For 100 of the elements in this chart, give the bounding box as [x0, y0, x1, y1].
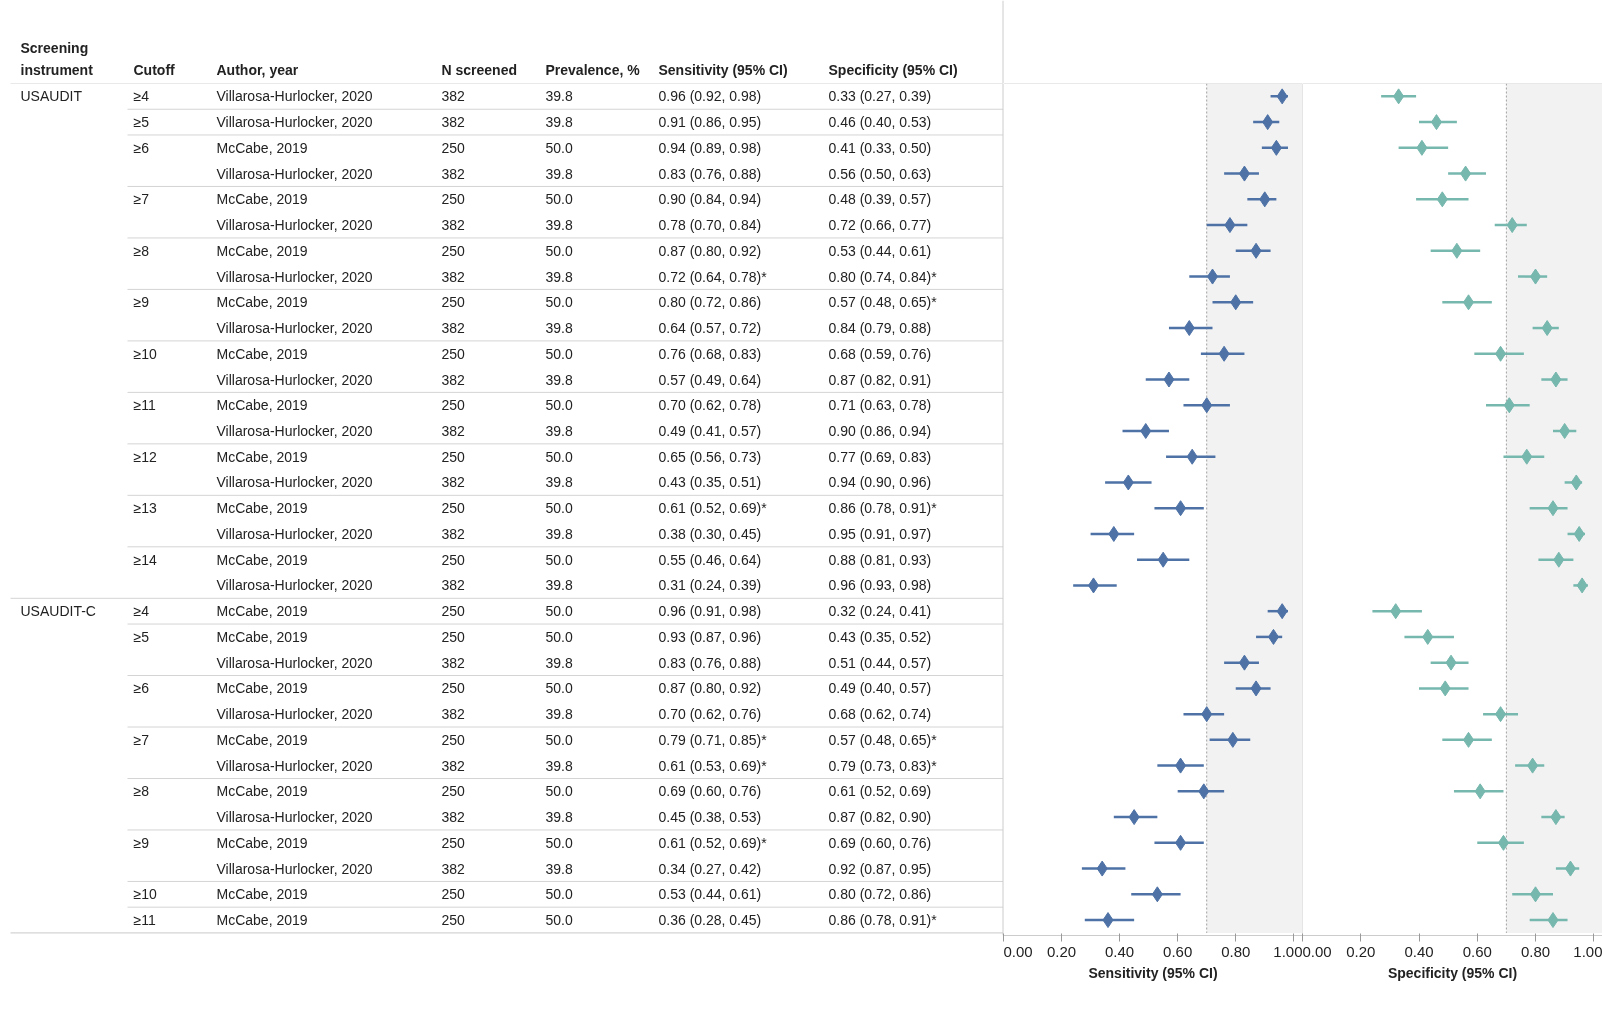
data-label: 0.36 (0.28, 0.45) — [658, 912, 762, 929]
text: McCabe, 2019 — [216, 448, 308, 465]
text: 382 — [441, 371, 465, 388]
text: ≥5 — [133, 628, 149, 645]
x-tick-label: 0.60 — [1462, 942, 1492, 960]
data-label: 0.83 (0.76, 0.88) — [658, 654, 762, 671]
text: 39.8 — [545, 165, 573, 182]
text: 39.8 — [545, 474, 573, 491]
text: 382 — [441, 474, 465, 491]
text: 39.8 — [545, 525, 573, 542]
text: ≥4 — [133, 603, 149, 620]
data-label: 0.70 (0.62, 0.76) — [658, 706, 762, 723]
text: Villarosa-Hurlocker, 2020 — [216, 217, 373, 234]
text: Villarosa-Hurlocker, 2020 — [216, 165, 373, 182]
text: Villarosa-Hurlocker, 2020 — [216, 268, 373, 285]
text: 382 — [441, 114, 465, 131]
text: ≥8 — [133, 783, 149, 800]
text: 382 — [441, 320, 465, 337]
data-label: 0.49 (0.41, 0.57) — [658, 422, 762, 439]
x-tick-label: 0.80 — [1221, 942, 1251, 960]
data-label: 0.79 (0.71, 0.85)* — [658, 731, 768, 748]
text: 50.0 — [545, 294, 573, 311]
data-label: 0.88 (0.81, 0.93) — [828, 551, 932, 568]
text: USAUDIT — [20, 88, 82, 105]
x-tick-label: 0.20 — [1046, 942, 1077, 960]
x-tick-label: 0.00 — [1302, 942, 1332, 960]
text: 250 — [441, 628, 465, 645]
text: 39.8 — [545, 268, 573, 285]
text: McCabe, 2019 — [216, 345, 308, 362]
data-label: 0.43 (0.35, 0.51) — [658, 474, 762, 491]
data-label: 0.80 (0.72, 0.86) — [658, 294, 762, 311]
text: McCabe, 2019 — [216, 680, 308, 697]
data-label: 0.61 (0.53, 0.69)* — [658, 757, 768, 774]
text: 50.0 — [545, 628, 573, 645]
text: Villarosa-Hurlocker, 2020 — [216, 809, 373, 826]
text: 39.8 — [545, 757, 573, 774]
data-label: 0.53 (0.44, 0.61) — [658, 886, 762, 903]
data-label: 0.90 (0.86, 0.94) — [828, 422, 932, 439]
text: McCabe, 2019 — [216, 242, 308, 259]
data-label: 0.72 (0.66, 0.77) — [828, 217, 932, 234]
x-tick-label: 0.80 — [1520, 942, 1551, 960]
data-label: 0.79 (0.73, 0.83)* — [828, 757, 938, 774]
text: McCabe, 2019 — [216, 834, 308, 851]
text: McCabe, 2019 — [216, 191, 308, 208]
data-label: 0.45 (0.38, 0.53) — [658, 809, 762, 826]
text: 250 — [441, 886, 465, 903]
text: 50.0 — [545, 551, 573, 568]
data-label: 0.51 (0.44, 0.57) — [828, 654, 932, 671]
data-label: 0.68 (0.62, 0.74) — [828, 706, 932, 723]
x-tick-label: 0.40 — [1404, 942, 1434, 960]
text: 39.8 — [545, 706, 573, 723]
text: 250 — [441, 242, 465, 259]
text: USAUDIT-C — [20, 603, 96, 620]
text: Villarosa-Hurlocker, 2020 — [216, 422, 373, 439]
text: 50.0 — [545, 139, 573, 156]
text: 50.0 — [545, 191, 573, 208]
data-label: 0.48 (0.39, 0.57) — [828, 191, 932, 208]
text: McCabe, 2019 — [216, 886, 308, 903]
x-tick-label: 0.60 — [1163, 942, 1193, 960]
text: 39.8 — [545, 577, 573, 594]
category-label: Cutoff — [133, 61, 176, 78]
text: 50.0 — [545, 242, 573, 259]
data-label: 0.96 (0.92, 0.98) — [658, 88, 762, 105]
text: Villarosa-Hurlocker, 2020 — [216, 474, 373, 491]
category-label: N screened — [441, 61, 517, 78]
text: 382 — [441, 525, 465, 542]
data-label: 0.69 (0.60, 0.76) — [658, 783, 762, 800]
data-label: 0.87 (0.80, 0.92) — [658, 680, 762, 697]
text: ≥10 — [133, 345, 157, 362]
text: ≥9 — [133, 294, 149, 311]
text: 382 — [441, 165, 465, 182]
text: ≥7 — [133, 731, 149, 748]
text: 382 — [441, 860, 465, 877]
data-label: 0.80 (0.74, 0.84)* — [828, 268, 938, 285]
data-label: 0.49 (0.40, 0.57) — [828, 680, 932, 697]
data-label: 0.72 (0.64, 0.78)* — [658, 268, 768, 285]
text: 250 — [441, 783, 465, 800]
text: Villarosa-Hurlocker, 2020 — [216, 320, 373, 337]
data-label: 0.92 (0.87, 0.95) — [828, 860, 932, 877]
data-label: 0.80 (0.72, 0.86) — [828, 886, 932, 903]
data-label: 0.56 (0.50, 0.63) — [828, 165, 932, 182]
text: 50.0 — [545, 680, 573, 697]
text: Villarosa-Hurlocker, 2020 — [216, 114, 373, 131]
text: 250 — [441, 731, 465, 748]
text: 50.0 — [545, 500, 573, 517]
data-label: 0.55 (0.46, 0.64) — [658, 551, 762, 568]
text: ≥5 — [133, 114, 149, 131]
category-label: Author, year — [216, 61, 299, 78]
data-label: 0.61 (0.52, 0.69)* — [658, 834, 768, 851]
x-axis-title: Sensitivity (95% CI) — [1088, 964, 1218, 981]
text: 50.0 — [545, 731, 573, 748]
category-label: Prevalence, % — [545, 61, 641, 78]
text: Villarosa-Hurlocker, 2020 — [216, 757, 373, 774]
data-label: 0.94 (0.89, 0.98) — [658, 139, 762, 156]
data-label: 0.31 (0.24, 0.39) — [658, 577, 762, 594]
data-label: 0.78 (0.70, 0.84) — [658, 217, 762, 234]
text: McCabe, 2019 — [216, 603, 308, 620]
text: 50.0 — [545, 603, 573, 620]
text: 382 — [441, 757, 465, 774]
data-label: 0.32 (0.24, 0.41) — [828, 603, 932, 620]
